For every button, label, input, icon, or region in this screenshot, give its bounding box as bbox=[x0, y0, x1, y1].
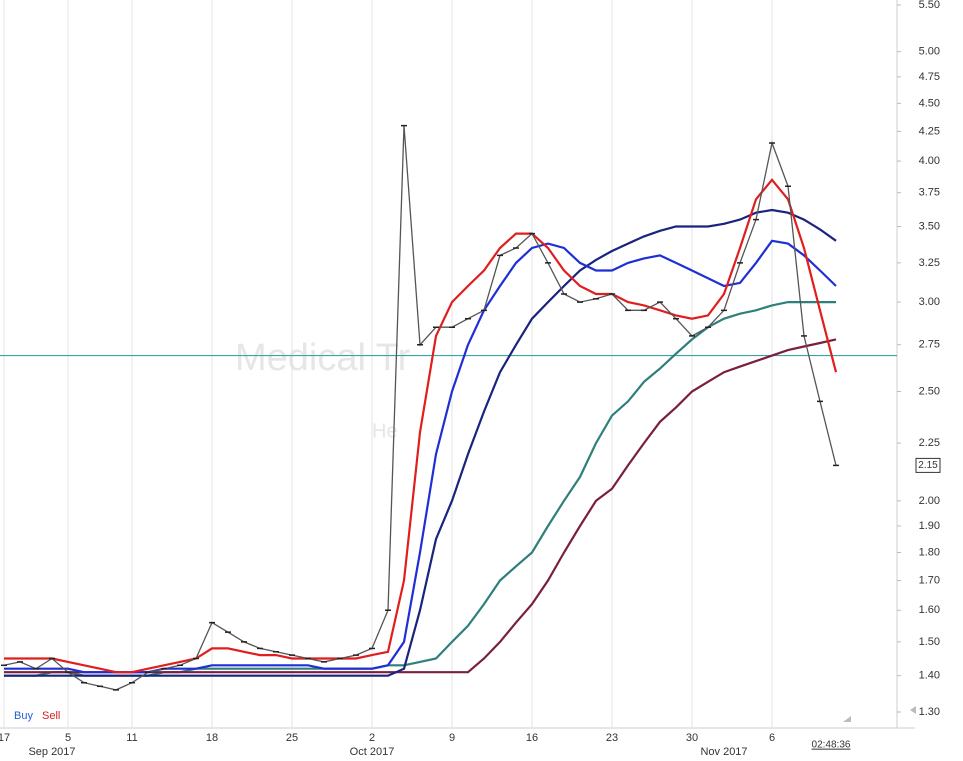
x-tick-label: 25 bbox=[286, 732, 298, 744]
y-tick-label: 1.30 bbox=[919, 706, 940, 718]
x-tick-label: 23 bbox=[606, 732, 618, 744]
clock: 02:48:36 bbox=[812, 740, 851, 751]
y-tick-label: 4.25 bbox=[919, 125, 940, 137]
watermark: Medical Tr bbox=[235, 337, 411, 379]
y-tick-label: 2.50 bbox=[919, 385, 940, 397]
y-tick-label: 2.25 bbox=[919, 437, 940, 449]
y-tick-label: 5.00 bbox=[919, 46, 940, 58]
y-tick-label: 3.00 bbox=[919, 296, 940, 308]
x-tick-label: 16 bbox=[526, 732, 538, 744]
x-tick-label: 2 bbox=[369, 732, 375, 744]
sell-legend[interactable]: Sell bbox=[42, 710, 60, 722]
axis-arrow[interactable] bbox=[910, 706, 916, 714]
x-tick-label: 17 bbox=[0, 732, 10, 744]
x-month-label: Oct 2017 bbox=[350, 746, 395, 758]
x-month-label: Nov 2017 bbox=[700, 746, 747, 758]
y-tick-label: 2.75 bbox=[919, 339, 940, 351]
y-tick-label: 4.50 bbox=[919, 97, 940, 109]
overlay-line bbox=[4, 239, 837, 674]
y-tick-label: 1.60 bbox=[919, 604, 940, 616]
y-tick-label: 1.90 bbox=[919, 520, 940, 532]
y-tick-label: 4.75 bbox=[919, 71, 940, 83]
y-tick-label: 5.50 bbox=[919, 0, 940, 11]
last-price-label: 2.15 bbox=[918, 460, 938, 471]
y-tick-label: 1.70 bbox=[919, 574, 940, 586]
y-tick-label: 3.50 bbox=[919, 220, 940, 232]
y-tick-label: 4.00 bbox=[919, 155, 940, 167]
overlay-line bbox=[4, 178, 838, 674]
watermark-sub: He bbox=[372, 420, 398, 442]
y-tick-label: 1.40 bbox=[919, 670, 940, 682]
y-tick-label: 3.75 bbox=[919, 187, 940, 199]
scroll-arrow[interactable] bbox=[843, 716, 851, 722]
x-tick-label: 11 bbox=[126, 732, 137, 744]
y-tick-label: 1.80 bbox=[919, 546, 940, 558]
x-tick-label: 18 bbox=[206, 732, 218, 744]
x-tick-label: 5 bbox=[65, 732, 71, 744]
x-tick-label: 30 bbox=[686, 732, 698, 744]
x-tick-label: 9 bbox=[449, 732, 455, 744]
y-tick-label: 3.25 bbox=[919, 257, 940, 269]
y-tick-label: 2.00 bbox=[919, 495, 940, 507]
y-tick-label: 1.50 bbox=[919, 636, 940, 648]
buy-legend[interactable]: Buy bbox=[14, 710, 33, 722]
x-tick-label: 6 bbox=[769, 732, 775, 744]
last-price-box bbox=[915, 457, 941, 473]
x-month-label: Sep 2017 bbox=[28, 746, 75, 758]
